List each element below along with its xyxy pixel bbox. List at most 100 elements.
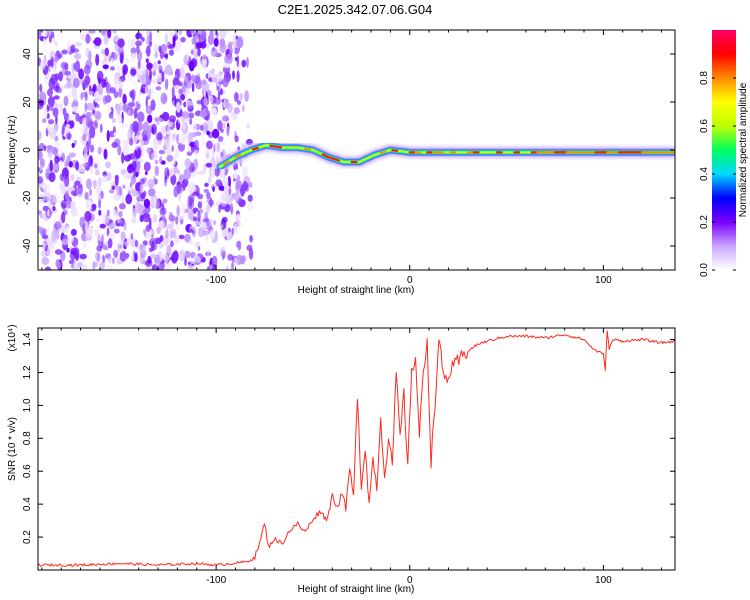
noise-blob xyxy=(52,164,59,171)
noise-blob xyxy=(79,253,87,260)
noise-blob xyxy=(125,193,133,205)
noise-blob xyxy=(175,40,181,45)
noise-blob xyxy=(210,48,219,57)
noise-blob xyxy=(109,57,115,64)
noise-blob xyxy=(150,99,156,111)
noise-blob xyxy=(218,204,221,213)
noise-blob xyxy=(45,183,51,192)
noise-blob xyxy=(191,74,196,83)
noise-blob xyxy=(54,73,60,81)
noise-blob xyxy=(138,244,146,252)
noise-blob xyxy=(178,88,184,95)
noise-blob xyxy=(236,55,240,67)
noise-blob xyxy=(122,93,127,105)
noise-blob xyxy=(206,191,211,200)
noise-blob xyxy=(159,235,164,242)
noise-blob xyxy=(234,168,238,179)
noise-blob xyxy=(48,127,57,140)
noise-blob xyxy=(202,121,208,134)
spectrogram-y-tick-label: -40 xyxy=(22,238,33,253)
noise-blob xyxy=(98,199,101,209)
noise-blob xyxy=(233,107,240,115)
noise-blob xyxy=(61,175,68,183)
noise-blob xyxy=(236,37,244,49)
noise-blob xyxy=(246,183,250,192)
noise-blob xyxy=(120,123,128,128)
noise-blob xyxy=(187,210,195,220)
noise-blob xyxy=(163,138,170,149)
noise-blob xyxy=(49,159,53,172)
noise-blob xyxy=(153,43,159,53)
noise-blob xyxy=(86,102,94,111)
noise-blob xyxy=(236,70,240,83)
noise-blob xyxy=(151,127,155,135)
noise-blob xyxy=(99,262,105,270)
noise-blob xyxy=(135,145,139,152)
noise-blob xyxy=(69,250,76,261)
noise-blob xyxy=(103,148,108,160)
noise-blob xyxy=(113,228,120,234)
noise-blob xyxy=(99,223,106,229)
noise-blob xyxy=(149,229,154,236)
noise-blob xyxy=(227,103,233,113)
noise-blob xyxy=(186,151,193,156)
noise-blob xyxy=(58,157,64,162)
noise-blob xyxy=(97,177,102,187)
noise-blob xyxy=(190,49,194,55)
noise-blob xyxy=(96,103,100,109)
noise-blob xyxy=(38,176,43,184)
noise-blob xyxy=(93,163,98,169)
noise-blob xyxy=(100,190,104,200)
noise-blob xyxy=(88,90,95,96)
noise-blob xyxy=(145,96,148,109)
noise-blob xyxy=(108,222,116,230)
noise-blob xyxy=(167,236,172,244)
noise-blob xyxy=(169,232,176,239)
noise-blob xyxy=(211,73,218,84)
noise-blob xyxy=(172,250,179,262)
noise-blob xyxy=(209,80,213,87)
noise-blob xyxy=(54,155,60,164)
noise-blob xyxy=(50,56,54,68)
noise-blob xyxy=(225,265,229,270)
noise-blob xyxy=(61,238,69,246)
noise-blob xyxy=(223,63,231,68)
noise-blob xyxy=(102,64,109,70)
noise-blob xyxy=(184,208,189,214)
noise-blob xyxy=(216,141,221,153)
noise-blob xyxy=(106,130,110,142)
noise-blob xyxy=(235,213,242,219)
noise-blob xyxy=(121,197,125,205)
noise-blob xyxy=(171,86,175,98)
noise-blob xyxy=(130,233,134,240)
noise-blob xyxy=(120,77,125,82)
noise-blob xyxy=(68,152,76,158)
noise-blob xyxy=(46,168,50,175)
noise-blob xyxy=(233,223,238,232)
noise-blob xyxy=(206,130,211,136)
noise-blob xyxy=(103,33,109,46)
noise-blob xyxy=(195,220,203,226)
noise-blob xyxy=(64,160,70,168)
colorbar-tick-label: 0.0 xyxy=(699,263,710,277)
noise-blob xyxy=(202,132,205,143)
noise-blob xyxy=(170,173,177,186)
noise-blob xyxy=(175,223,180,231)
noise-blob xyxy=(213,37,219,47)
noise-blob xyxy=(173,133,177,141)
noise-blob xyxy=(70,228,77,236)
noise-blob xyxy=(93,179,97,189)
noise-blob xyxy=(134,239,139,248)
noise-blob xyxy=(169,32,176,37)
noise-blob xyxy=(182,181,188,188)
noise-blob xyxy=(92,260,96,270)
noise-blob xyxy=(118,218,125,226)
noise-blob xyxy=(52,107,59,117)
spectrogram-y-tick-label: 0 xyxy=(22,147,33,153)
noise-blob xyxy=(95,217,101,224)
noise-blob xyxy=(228,187,232,196)
noise-blob xyxy=(46,145,54,150)
noise-blob xyxy=(166,244,172,257)
noise-blob xyxy=(84,102,88,112)
noise-blob xyxy=(209,264,213,270)
